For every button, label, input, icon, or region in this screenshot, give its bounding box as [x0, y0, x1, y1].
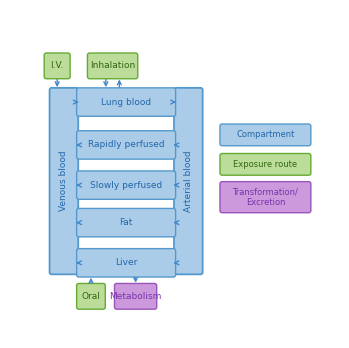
FancyBboxPatch shape — [50, 88, 78, 274]
Text: Transformation/
Excretion: Transformation/ Excretion — [232, 188, 298, 207]
FancyBboxPatch shape — [88, 53, 138, 79]
Text: Oral: Oral — [82, 292, 101, 301]
Text: Exposure route: Exposure route — [233, 160, 297, 169]
Text: Rapidly perfused: Rapidly perfused — [88, 141, 164, 149]
FancyBboxPatch shape — [77, 88, 176, 116]
FancyBboxPatch shape — [44, 53, 70, 79]
FancyBboxPatch shape — [220, 182, 311, 213]
Text: Inhalation: Inhalation — [90, 61, 135, 70]
Text: I.V.: I.V. — [51, 61, 64, 70]
FancyBboxPatch shape — [77, 284, 105, 309]
FancyBboxPatch shape — [174, 88, 203, 274]
Text: Compartment: Compartment — [236, 130, 295, 140]
FancyBboxPatch shape — [77, 248, 176, 277]
FancyBboxPatch shape — [220, 124, 311, 146]
Text: Liver: Liver — [115, 258, 137, 267]
FancyBboxPatch shape — [77, 208, 176, 237]
Text: Slowly perfused: Slowly perfused — [90, 181, 162, 190]
FancyBboxPatch shape — [114, 284, 157, 309]
Text: Lung blood: Lung blood — [101, 97, 151, 106]
FancyBboxPatch shape — [77, 131, 176, 159]
Text: Metabolism: Metabolism — [109, 292, 162, 301]
Text: Venous blood: Venous blood — [59, 151, 68, 212]
FancyBboxPatch shape — [220, 153, 311, 175]
Text: Arterial blood: Arterial blood — [184, 150, 193, 212]
FancyBboxPatch shape — [77, 171, 176, 199]
Text: Fat: Fat — [119, 218, 133, 227]
